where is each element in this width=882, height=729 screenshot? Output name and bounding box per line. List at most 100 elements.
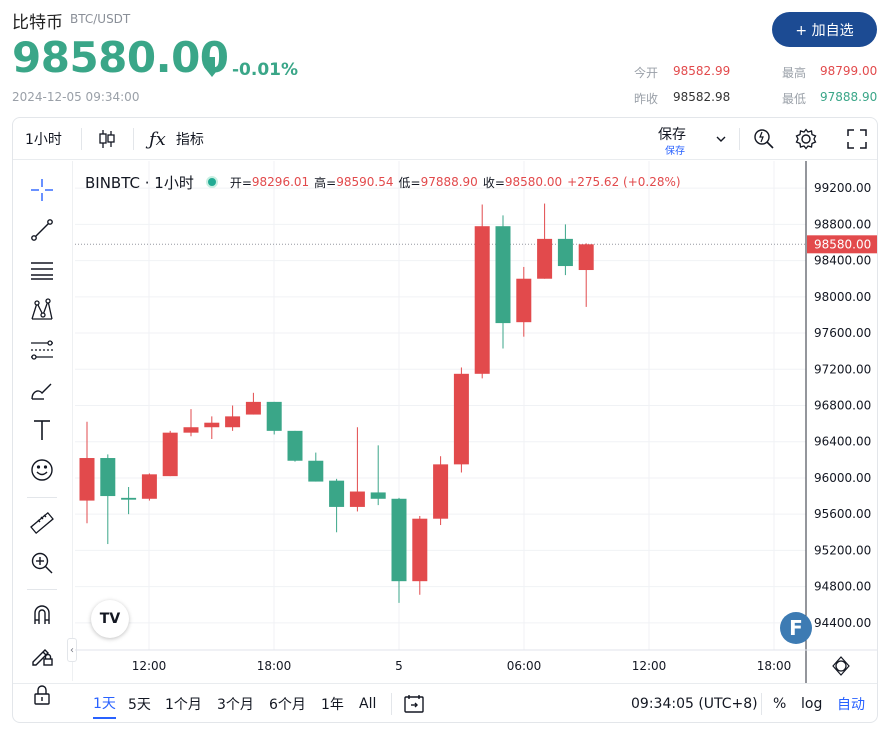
interval-selector[interactable]: 1小时 <box>25 132 62 148</box>
candle-body <box>453 373 469 465</box>
candlestick-chart[interactable]: 99200.00 98800.00 98400.00 98000.00 97600.00… <box>13 161 877 683</box>
brush-icon[interactable] <box>25 374 59 406</box>
legend-low-label: 低= <box>398 175 421 190</box>
zoom-in-icon[interactable] <box>25 547 59 579</box>
chart-toolbar: 1小时 ƒx 指标 保存 保存 <box>13 118 877 160</box>
candle-body <box>557 238 573 267</box>
last-price-tag <box>807 235 877 254</box>
candle-body <box>266 401 282 431</box>
range-1m[interactable]: 1个月 <box>165 697 202 713</box>
drawing-tools <box>13 161 73 705</box>
fullscreen-icon[interactable] <box>847 118 867 160</box>
time-tick-label: 18:00 <box>757 659 792 673</box>
last-price-label: 98580.00 <box>814 237 871 251</box>
tradingview-logo[interactable]: TV <box>91 600 129 638</box>
range-1d[interactable]: 1天 <box>93 689 116 719</box>
price-tick-label: 98800.00 <box>814 217 871 231</box>
crosshair-icon[interactable] <box>25 174 59 206</box>
log-toggle[interactable]: log <box>801 696 823 712</box>
legend-high-value: 98590.54 <box>336 175 394 189</box>
candle-body <box>433 464 449 519</box>
time-tick-label: 18:00 <box>257 659 292 673</box>
time-tick-label: 12:00 <box>632 659 667 673</box>
price-tick-label: 96000.00 <box>814 471 871 485</box>
candle-body <box>516 278 532 323</box>
candle-body <box>578 244 594 271</box>
indicators-label: 指标 <box>175 132 204 148</box>
open-value: 98582.99 <box>673 64 731 78</box>
range-5d[interactable]: 5天 <box>128 697 151 713</box>
price-tick-label: 97600.00 <box>814 326 871 340</box>
legend-low-value: 97888.90 <box>420 175 478 189</box>
candle-body <box>329 480 345 507</box>
prev-close-label: 昨收 <box>634 92 659 106</box>
date-range-icon[interactable] <box>403 684 425 722</box>
candle-body <box>474 226 490 374</box>
candle-body <box>204 422 220 428</box>
legend-open-value: 98296.01 <box>251 175 310 189</box>
chevron-down-icon[interactable] <box>715 118 727 160</box>
lock-drawing-icon[interactable] <box>25 639 59 671</box>
magnet-icon[interactable] <box>25 599 59 631</box>
candle-body <box>370 492 386 499</box>
save-button[interactable]: 保存 <box>658 127 686 143</box>
low-label: 最低 <box>782 92 807 106</box>
chart-legend: BINBTC · 1小时 开= 98296.01 高= 98590.54 低= … <box>85 172 686 192</box>
range-bar: 1天 5天 1个月 3个月 6个月 1年 All 09:34:05 (UTC+8… <box>13 683 877 722</box>
save-sub-label: 保存 <box>665 146 685 157</box>
range-1y[interactable]: 1年 <box>321 697 344 713</box>
time-tick-label: 06:00 <box>507 659 542 673</box>
range-3m[interactable]: 3个月 <box>217 697 254 713</box>
candle-body <box>537 238 553 279</box>
candle-body <box>245 401 261 415</box>
asset-name: 比特币 <box>12 13 63 33</box>
market-status-dot <box>205 176 218 188</box>
candle-body <box>162 432 178 477</box>
indicators-button[interactable]: ƒx 指标 <box>149 118 204 160</box>
legend-high-label: 高= <box>314 175 337 190</box>
legend-change: +275.62 (+0.28%) <box>567 175 681 189</box>
candle-type-icon[interactable] <box>97 118 117 160</box>
f-badge-logo: F <box>780 612 812 644</box>
fib-retracement-icon[interactable] <box>25 334 59 366</box>
trend-line-icon[interactable] <box>25 214 59 246</box>
time-tick-label: 12:00 <box>132 659 167 673</box>
price-tick-label: 97200.00 <box>814 362 871 376</box>
smiley-icon[interactable] <box>25 454 59 486</box>
settings-gear-icon[interactable] <box>795 118 817 160</box>
add-watchlist-button[interactable]: + 加自选 <box>772 12 877 47</box>
legend-open-label: 开= <box>229 175 252 190</box>
ruler-icon[interactable] <box>25 507 59 539</box>
percent-toggle[interactable]: % <box>773 696 787 712</box>
candle-body <box>308 460 324 482</box>
candle-body <box>412 518 428 582</box>
text-icon[interactable] <box>25 414 59 446</box>
horizontal-lines-icon[interactable] <box>25 254 59 286</box>
axis-settings-icon <box>835 660 847 672</box>
current-price: 98580.00 <box>12 33 229 82</box>
range-6m[interactable]: 6个月 <box>269 697 306 713</box>
chart-widget: 1小时 ƒx 指标 保存 保存 <box>12 117 878 723</box>
candle-body <box>141 474 157 499</box>
price-tick-label: 99200.00 <box>814 181 871 195</box>
pattern-icon[interactable] <box>25 294 59 326</box>
price-tick-label: 98000.00 <box>814 290 871 304</box>
auto-toggle[interactable]: 自动 <box>837 697 865 713</box>
quick-search-icon[interactable] <box>753 118 775 160</box>
candle-body <box>287 430 303 461</box>
price-tick-label: 96400.00 <box>814 435 871 449</box>
price-tick-label: 94800.00 <box>814 580 871 594</box>
open-label: 今开 <box>634 66 659 80</box>
trading-pair: BTC/USDT <box>70 12 131 26</box>
range-all[interactable]: All <box>359 696 377 712</box>
high-value: 98799.00 <box>820 64 878 78</box>
candle-body <box>225 416 241 428</box>
clock-readout[interactable]: 09:34:05 (UTC+8) <box>631 696 758 712</box>
function-icon: ƒx <box>149 128 166 150</box>
legend-close-value: 98580.00 <box>504 175 563 189</box>
legend-close-label: 收= <box>482 175 505 190</box>
lock-icon[interactable] <box>25 679 59 711</box>
candle-body <box>79 458 95 501</box>
candle-body <box>495 226 511 324</box>
low-value: 97888.90 <box>820 90 878 104</box>
